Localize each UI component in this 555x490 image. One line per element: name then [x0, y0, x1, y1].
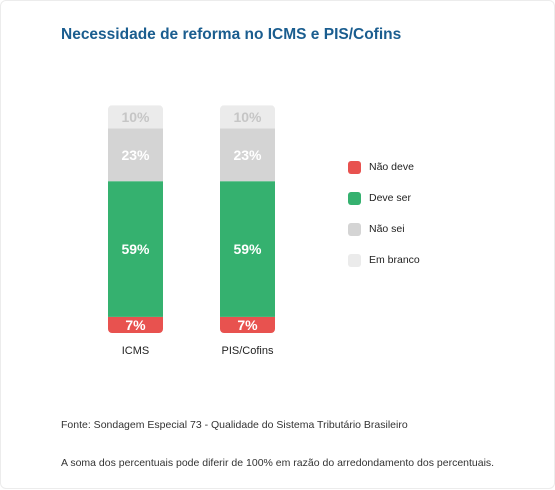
rounding-note: A soma dos percentuais pode diferir de 1… [61, 457, 495, 469]
bar-segment-ICMS-Não sei [108, 128, 163, 182]
data-label-ICMS-Não deve: 7% [125, 317, 146, 333]
data-label-PIS/Cofins-Em branco: 10% [233, 109, 262, 125]
bar-group-0 [108, 105, 163, 333]
legend-item-em-branco: Em branco [348, 252, 420, 268]
bar-segment-PIS/Cofins-Em branco [220, 105, 275, 129]
legend-swatch-deve-ser [348, 191, 361, 205]
bar-segment-PIS/Cofins-Não sei [220, 128, 275, 182]
category-label-1: PIS/Cofins [222, 345, 274, 357]
legend-label-nao-deve: Não deve [369, 161, 414, 173]
source-text: Fonte: Sondagem Especial 73 - Qualidade … [61, 419, 408, 431]
bar-segment-ICMS-Deve ser [108, 181, 163, 317]
legend-label-nao-sei: Não sei [369, 223, 405, 235]
chart-title: Necessidade de reforma no ICMS e PIS/Cof… [61, 26, 402, 43]
legend: Não deve Deve ser Não sei Em branco [348, 159, 420, 283]
legend-item-nao-deve: Não deve [348, 159, 420, 175]
data-label-ICMS-Deve ser: 59% [121, 241, 150, 257]
bar-segment-ICMS-Em branco [108, 105, 163, 129]
bar-segment-ICMS-Não deve [108, 316, 163, 333]
legend-item-nao-sei: Não sei [348, 221, 420, 237]
data-label-PIS/Cofins-Deve ser: 59% [233, 241, 262, 257]
legend-label-deve-ser: Deve ser [369, 192, 412, 204]
legend-swatch-nao-deve [348, 160, 361, 174]
bar-segment-PIS/Cofins-Não deve [220, 316, 275, 333]
category-label-0: ICMS [122, 345, 150, 357]
bar-group-1 [220, 105, 275, 333]
bar-segment-PIS/Cofins-Deve ser [220, 181, 275, 317]
legend-swatch-em-branco [348, 253, 361, 267]
data-label-ICMS-Não sei: 23% [121, 147, 150, 163]
data-label-PIS/Cofins-Não deve: 7% [237, 317, 258, 333]
data-label-ICMS-Em branco: 10% [121, 109, 150, 125]
data-label-PIS/Cofins-Não sei: 23% [233, 147, 262, 163]
legend-swatch-nao-sei [348, 222, 361, 236]
legend-label-em-branco: Em branco [369, 254, 420, 266]
legend-item-deve-ser: Deve ser [348, 190, 420, 206]
